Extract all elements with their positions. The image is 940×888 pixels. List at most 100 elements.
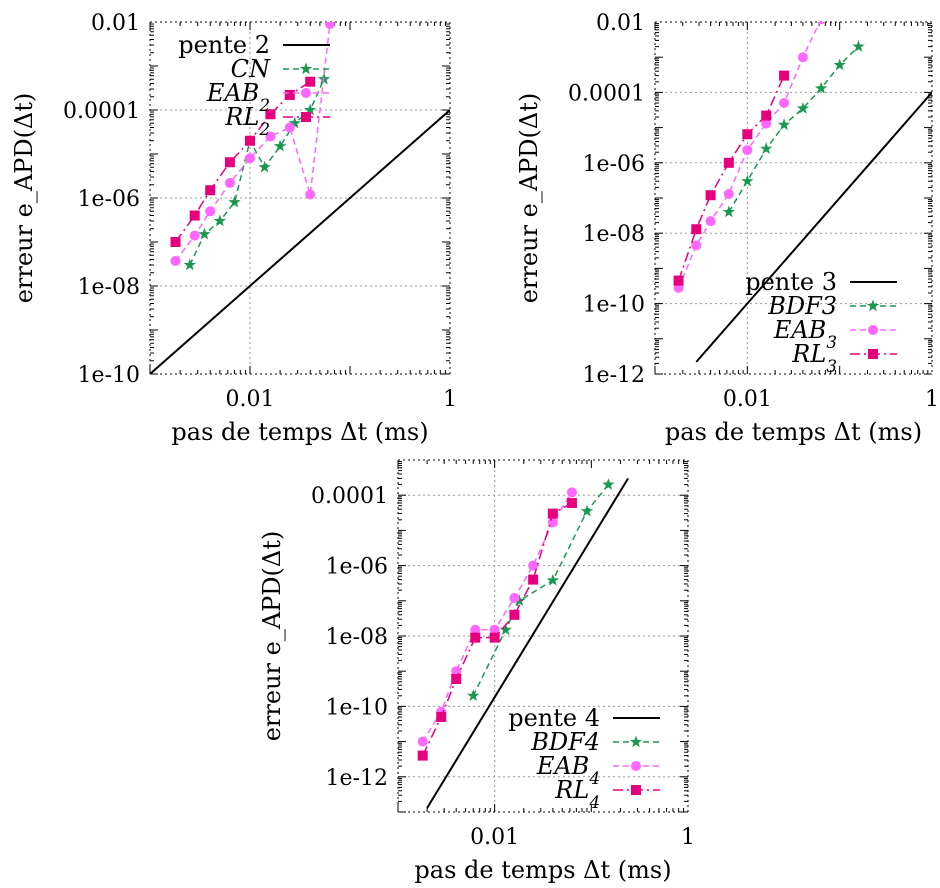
legend-label: RL2 [224, 103, 270, 139]
data-point [547, 508, 558, 519]
y-axis-label: erreur e_APD(Δt) [515, 93, 543, 304]
chart-panel-1: 0.01 0.0001 1e-06 1e-08 1e-10 0.01 1 pas de tem… [10, 11, 457, 446]
legend-item-eab-3: EAB3 [773, 316, 897, 352]
data-point [417, 750, 428, 761]
data-point [224, 177, 235, 188]
data-point [305, 76, 316, 87]
y-tick-label: 1e-10 [583, 293, 645, 318]
data-point [705, 216, 716, 227]
y-tick-label: 0.0001 [63, 99, 140, 124]
data-point [205, 206, 216, 217]
legend-label: EAB4 [536, 752, 600, 788]
data-point [528, 574, 539, 585]
x-tick-label: 1 [443, 387, 457, 412]
series-pente-4 [426, 477, 629, 809]
legend-label: CN [231, 55, 271, 83]
data-point [777, 118, 791, 131]
data-point [489, 624, 500, 635]
legend-item-pente-4: pente 4 [508, 704, 660, 732]
legend-marker [866, 299, 880, 312]
x-axis-label: pas de temps Δt (ms) [665, 418, 922, 446]
data-point [779, 97, 790, 108]
legend-item-bdf4: BDF4 [530, 728, 660, 756]
series-line [695, 91, 932, 363]
x-axis-label: pas de temps Δt (ms) [171, 418, 428, 446]
data-point [436, 711, 447, 722]
data-point [722, 205, 735, 218]
y-tick-label: 1e-12 [326, 766, 388, 791]
y-tick-label: 1e-12 [583, 363, 645, 388]
legend-label: BDF4 [530, 728, 600, 756]
y-tick-label: 0.01 [91, 11, 140, 36]
legend-item-rl-3: RL3 [791, 340, 897, 376]
data-point [467, 689, 480, 702]
legend-marker [301, 88, 311, 98]
data-point [779, 70, 790, 81]
data-point [258, 160, 271, 173]
data-point [761, 110, 772, 121]
legend-item-eab-4: EAB4 [536, 752, 660, 788]
data-point [228, 195, 241, 208]
data-point [705, 190, 716, 201]
x-tick-label: 0.01 [723, 387, 772, 412]
data-point [528, 560, 539, 571]
legend-marker [868, 349, 878, 359]
legend-label: pente 3 [745, 268, 837, 296]
data-point [489, 632, 500, 643]
legend-marker [629, 735, 643, 748]
data-point [513, 594, 526, 607]
legend-marker [299, 62, 313, 75]
data-point [304, 103, 317, 116]
x-axis-label: pas de temps Δt (ms) [414, 856, 671, 884]
x-tick-label: 1 [681, 825, 695, 850]
series-line [174, 23, 331, 262]
legend-label: BDF3 [767, 292, 837, 320]
series-line [150, 109, 450, 374]
y-axis-label: erreur e_APD(Δt) [258, 531, 286, 742]
data-point [305, 189, 316, 200]
data-point [509, 609, 520, 620]
data-point [284, 89, 295, 100]
legend-label: pente 2 [178, 31, 270, 59]
legend-label: pente 4 [508, 704, 600, 732]
x-tick-label: 0.01 [470, 825, 519, 850]
series-bdf3 [722, 40, 865, 218]
y-tick-label: 1e-08 [78, 275, 140, 300]
series-eab-2 [170, 22, 335, 266]
legend-label: EAB3 [773, 316, 837, 352]
legend-item-bdf3: BDF3 [767, 292, 897, 320]
series-line [472, 484, 609, 697]
legend-item-pente-3: pente 3 [745, 268, 897, 296]
legend-marker [631, 785, 641, 795]
data-point [265, 109, 276, 120]
series-pente-2 [150, 109, 450, 374]
y-tick-label: 0.0001 [568, 81, 645, 106]
data-point [265, 131, 276, 142]
data-point [451, 674, 462, 685]
y-tick-label: 1e-08 [583, 222, 645, 247]
data-point [691, 224, 702, 235]
data-point [205, 185, 216, 196]
legend-label: EAB2 [206, 79, 270, 115]
data-point [723, 157, 734, 168]
data-point [324, 22, 335, 30]
y-tick-label: 1e-06 [583, 152, 645, 177]
legend-label: RL3 [791, 340, 837, 376]
data-point [580, 504, 594, 517]
data-point [797, 52, 808, 63]
y-tick-label: 1e-10 [326, 695, 388, 720]
data-point [833, 58, 846, 71]
legend-item-cn: CN [231, 55, 330, 83]
data-point [499, 623, 512, 636]
data-point [189, 230, 200, 241]
data-point [245, 153, 255, 164]
series-line [426, 477, 629, 809]
chart-panel-3: 0.0001 1e-06 1e-08 1e-10 1e-12 0.01 1 pas de te… [258, 459, 695, 884]
data-point [741, 174, 754, 187]
data-point [198, 227, 211, 240]
series-pente-3 [695, 91, 932, 363]
series-rl-3 [673, 70, 790, 286]
series-rl-2 [170, 76, 316, 247]
legend-marker [301, 112, 311, 122]
